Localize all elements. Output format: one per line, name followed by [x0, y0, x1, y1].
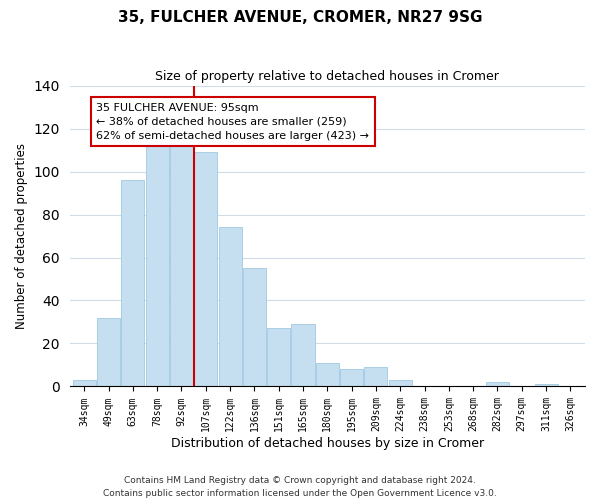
Bar [97, 318, 120, 386]
Title: Size of property relative to detached houses in Cromer: Size of property relative to detached ho… [155, 70, 499, 83]
Bar [486, 382, 509, 386]
Bar [218, 228, 242, 386]
Bar [73, 380, 96, 386]
Y-axis label: Number of detached properties: Number of detached properties [15, 143, 28, 329]
Bar [364, 367, 388, 386]
Bar [170, 144, 193, 386]
Bar [389, 380, 412, 386]
Text: 35, FULCHER AVENUE, CROMER, NR27 9SG: 35, FULCHER AVENUE, CROMER, NR27 9SG [118, 10, 482, 25]
Bar [535, 384, 557, 386]
Bar [194, 152, 217, 386]
Bar [316, 363, 339, 386]
Bar [292, 324, 314, 386]
X-axis label: Distribution of detached houses by size in Cromer: Distribution of detached houses by size … [171, 437, 484, 450]
Bar [121, 180, 145, 386]
Bar [267, 328, 290, 386]
Bar [146, 144, 169, 386]
Text: 35 FULCHER AVENUE: 95sqm
← 38% of detached houses are smaller (259)
62% of semi-: 35 FULCHER AVENUE: 95sqm ← 38% of detach… [97, 103, 370, 141]
Bar [243, 268, 266, 386]
Bar [340, 370, 363, 386]
Text: Contains HM Land Registry data © Crown copyright and database right 2024.
Contai: Contains HM Land Registry data © Crown c… [103, 476, 497, 498]
